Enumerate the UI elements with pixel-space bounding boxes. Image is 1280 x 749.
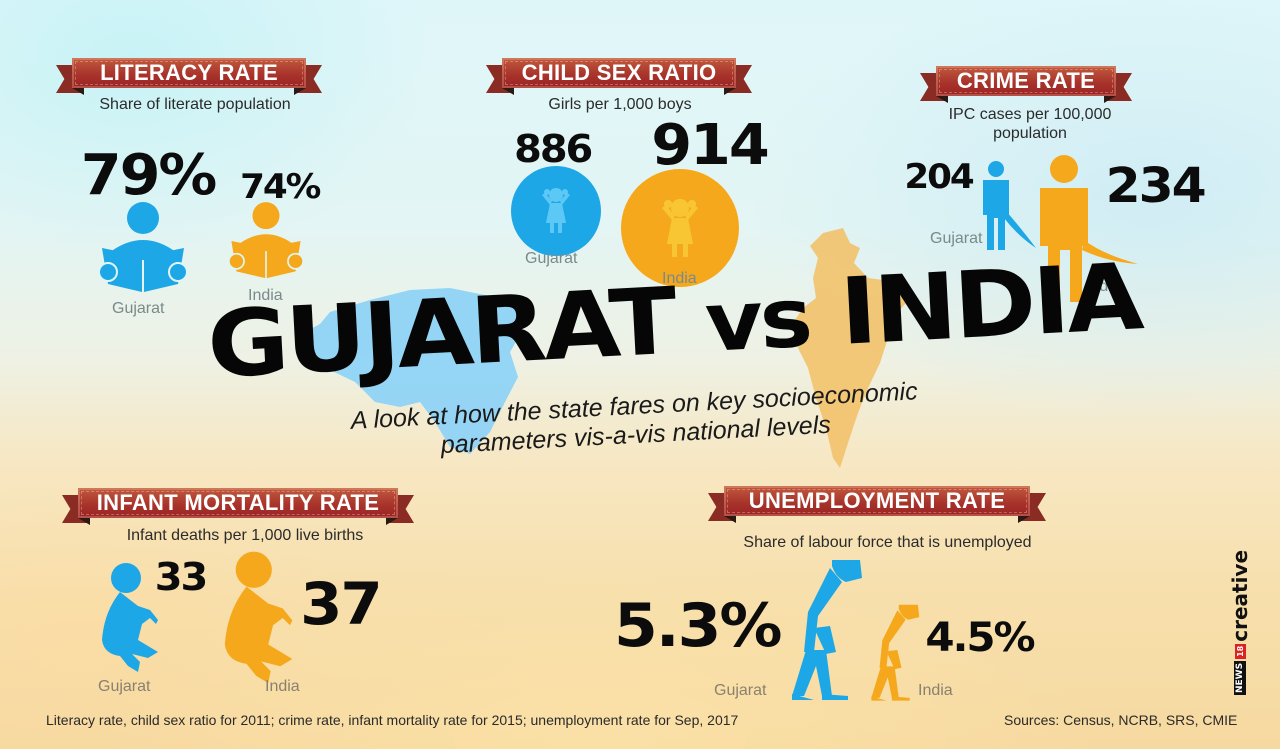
unemployment-india-value: 4.5% <box>925 615 1035 661</box>
brand-news: NEWS <box>1234 660 1246 695</box>
infant-mortality-gujarat-value: 33 <box>154 555 208 599</box>
infant-mortality-india-value: 37 <box>300 570 383 638</box>
child-sex-ratio-india-value: 914 <box>651 113 770 178</box>
girl-india-icon <box>621 169 739 287</box>
literacy-title: LITERACY RATE <box>72 58 306 88</box>
literacy-ribbon: LITERACY RATE <box>56 58 322 95</box>
unemployment-ribbon: UNEMPLOYMENT RATE <box>708 486 1046 523</box>
crime-ribbon: CRIME RATE <box>920 66 1132 103</box>
crime-title: CRIME RATE <box>936 66 1116 96</box>
crime-subtitle: IPC cases per 100,000 population <box>948 106 1112 142</box>
crime-india-value: 234 <box>1105 158 1207 214</box>
brand-18: 18 <box>1234 643 1246 659</box>
person-with-knife-icon <box>983 161 1036 250</box>
unemployment-title: UNEMPLOYMENT RATE <box>724 486 1030 516</box>
child-sex-ratio-gujarat-value: 886 <box>514 127 593 171</box>
baby-icon <box>102 563 158 672</box>
child-sex-ratio-subtitle: Girls per 1,000 boys <box>548 96 692 113</box>
infant-mortality-subtitle: Infant deaths per 1,000 live births <box>126 527 364 544</box>
slouching-man-icon <box>792 560 862 700</box>
literacy-india-label: India <box>248 287 283 304</box>
india-map-icon <box>793 228 906 468</box>
title-gujarat: GUJARAT <box>204 267 677 399</box>
slouching-man-india-icon <box>871 604 920 701</box>
brand-creative: creative <box>1228 549 1252 642</box>
child-sex-ratio-india-label: India <box>662 270 697 287</box>
crime-gujarat-value: 204 <box>904 157 974 197</box>
literacy-gujarat-value: 79% <box>80 143 218 208</box>
girl-icon <box>511 166 601 256</box>
news18-creative-logo: NEWS 18 creative <box>1228 550 1254 695</box>
child-sex-ratio-title: CHILD SEX RATIO <box>502 58 736 88</box>
crime-gujarat-label: Gujarat <box>930 230 983 247</box>
person-with-knife-india-icon <box>1040 155 1138 302</box>
crime-india-label: India <box>1086 278 1121 295</box>
title-vs: vs <box>702 270 812 371</box>
unemployment-subtitle: Share of labour force that is unemployed <box>743 534 1032 551</box>
gujarat-map-icon <box>305 288 522 454</box>
sources: Sources: Census, NCRB, SRS, CMIE <box>1004 712 1238 728</box>
page-title: GUJARAT vs INDIA <box>205 243 1143 399</box>
child-sex-ratio-gujarat-label: Gujarat <box>525 250 578 267</box>
literacy-india-value: 74% <box>240 167 321 207</box>
infant-mortality-ribbon: INFANT MORTALITY RATE <box>62 488 414 525</box>
title-india: INDIA <box>837 243 1143 366</box>
unemployment-gujarat-value: 5.3% <box>614 591 782 661</box>
infant-mortality-gujarat-label: Gujarat <box>98 678 151 695</box>
baby-india-icon <box>224 551 293 684</box>
reading-person-icon <box>98 202 188 292</box>
infant-mortality-india-label: India <box>265 678 300 695</box>
footnote: Literacy rate, child sex ratio for 2011;… <box>46 712 739 728</box>
unemployment-india-label: India <box>918 682 953 699</box>
reading-person-india-icon <box>228 202 304 279</box>
child-sex-ratio-ribbon: CHILD SEX RATIO <box>486 58 752 95</box>
literacy-gujarat-label: Gujarat <box>112 300 165 317</box>
literacy-subtitle: Share of literate population <box>99 96 291 113</box>
unemployment-gujarat-label: Gujarat <box>714 682 767 699</box>
infant-mortality-title: INFANT MORTALITY RATE <box>78 488 398 518</box>
